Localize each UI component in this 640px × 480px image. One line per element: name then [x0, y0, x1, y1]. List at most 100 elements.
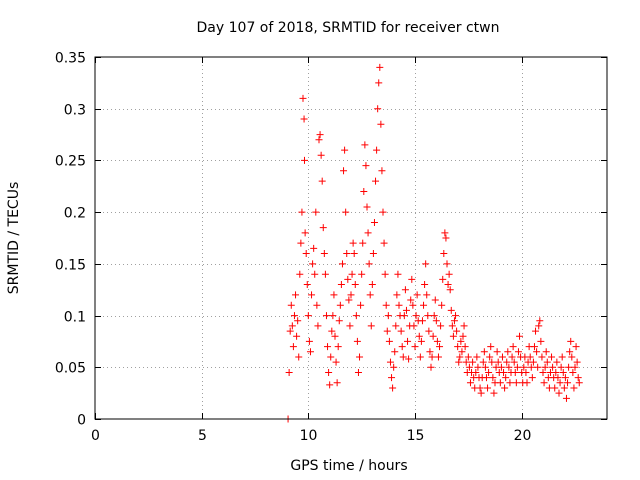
data-point — [410, 322, 418, 330]
data-point — [536, 317, 544, 325]
data-point — [565, 363, 573, 371]
data-point — [477, 389, 485, 397]
data-point — [333, 379, 341, 387]
data-point — [299, 94, 307, 102]
data-point — [456, 353, 464, 361]
data-point — [494, 358, 502, 366]
data-point — [309, 260, 317, 268]
data-point — [402, 306, 410, 314]
data-point — [567, 337, 575, 345]
data-point — [294, 317, 302, 325]
data-point — [489, 374, 497, 382]
data-point — [350, 250, 358, 258]
data-point — [566, 348, 574, 356]
data-point — [538, 353, 546, 361]
y-tick-label: 0.15 — [55, 258, 86, 274]
data-point — [321, 270, 329, 278]
data-point — [404, 337, 412, 345]
data-point — [330, 291, 338, 299]
data-point — [459, 332, 467, 340]
data-point — [391, 348, 399, 356]
data-point — [388, 374, 396, 382]
data-point — [534, 363, 542, 371]
data-point — [316, 131, 324, 139]
data-point — [445, 270, 453, 278]
data-point — [377, 120, 385, 128]
data-point — [341, 146, 349, 154]
data-point — [328, 327, 336, 335]
data-point — [340, 167, 348, 175]
data-point — [304, 312, 312, 320]
y-axis-label: SRMTID / TECUs — [6, 182, 22, 295]
data-point — [378, 167, 386, 175]
data-point — [361, 141, 369, 149]
data-point — [452, 312, 460, 320]
data-point — [549, 363, 557, 371]
data-point — [399, 353, 407, 361]
data-point — [481, 363, 489, 371]
data-point — [548, 353, 556, 361]
data-point — [349, 239, 357, 247]
data-point — [408, 275, 416, 283]
data-point — [511, 368, 519, 376]
data-point — [527, 363, 535, 371]
data-point — [345, 296, 353, 304]
data-point — [437, 322, 445, 330]
data-point — [426, 348, 434, 356]
data-point — [331, 332, 339, 340]
data-point — [433, 337, 441, 345]
data-point — [359, 239, 367, 247]
data-point — [428, 353, 436, 361]
data-point — [311, 270, 319, 278]
x-tick-label: 20 — [514, 428, 532, 444]
data-point — [503, 358, 511, 366]
data-point — [562, 394, 570, 402]
data-point — [336, 301, 344, 309]
data-point — [528, 374, 536, 382]
x-tick-label: 5 — [198, 428, 207, 444]
data-point — [454, 343, 462, 351]
data-point — [479, 358, 487, 366]
data-point — [317, 151, 325, 159]
data-point — [296, 270, 304, 278]
data-point — [288, 322, 296, 330]
data-point — [480, 348, 488, 356]
data-point — [351, 281, 359, 289]
data-point — [516, 332, 524, 340]
data-point — [488, 358, 496, 366]
data-point — [416, 353, 424, 361]
data-point — [556, 379, 564, 387]
data-point — [504, 348, 512, 356]
data-point — [315, 136, 323, 144]
data-point — [559, 368, 567, 376]
data-point — [572, 343, 580, 351]
data-point — [348, 270, 356, 278]
data-point — [485, 368, 493, 376]
data-point — [324, 343, 332, 351]
data-point — [424, 312, 432, 320]
data-point — [314, 322, 322, 330]
data-point — [461, 343, 469, 351]
data-point — [398, 343, 406, 351]
data-point — [460, 322, 468, 330]
data-point — [369, 250, 377, 258]
data-point — [438, 301, 446, 309]
data-point — [380, 239, 388, 247]
data-point — [346, 322, 354, 330]
data-point — [510, 358, 518, 366]
data-point — [375, 79, 383, 87]
data-point — [289, 343, 297, 351]
data-point — [412, 312, 420, 320]
data-point — [390, 363, 398, 371]
data-point — [500, 368, 508, 376]
data-point — [533, 348, 541, 356]
data-point — [537, 337, 545, 345]
data-point — [300, 115, 308, 123]
data-point — [418, 317, 426, 325]
data-point — [496, 379, 504, 387]
data-point — [356, 353, 364, 361]
data-point — [493, 348, 501, 356]
x-tick-label: 0 — [91, 428, 100, 444]
data-point — [302, 250, 310, 258]
data-point — [292, 291, 300, 299]
